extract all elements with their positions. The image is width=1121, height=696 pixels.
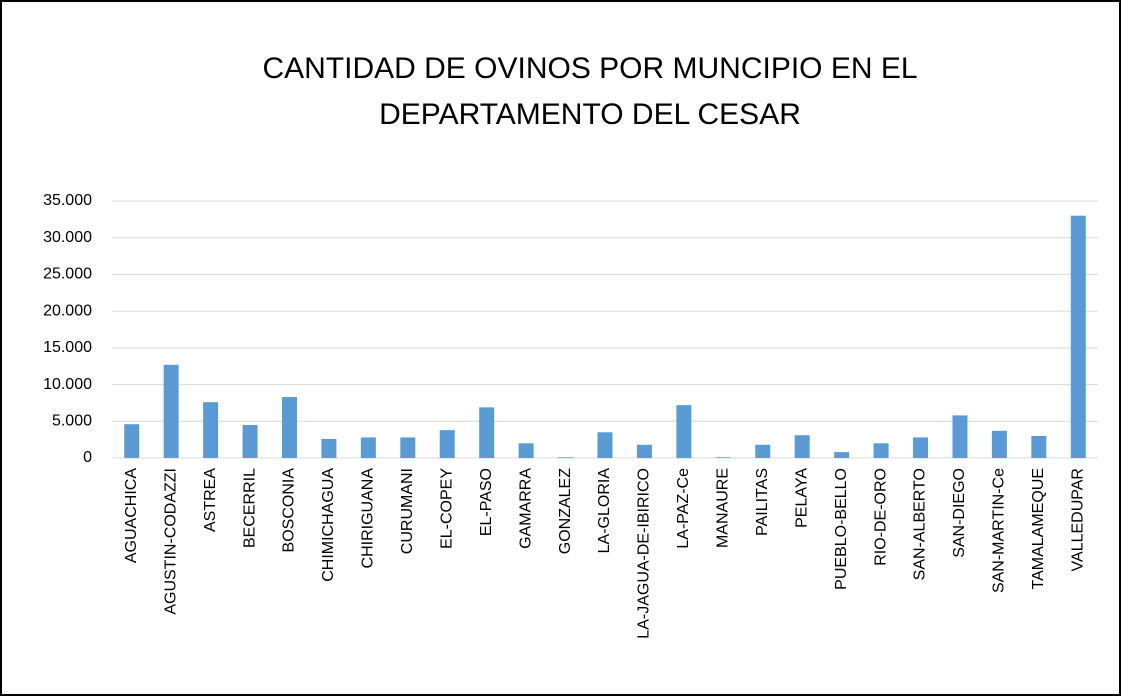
bar <box>518 443 534 458</box>
bar <box>1031 435 1047 458</box>
bar <box>1070 215 1086 458</box>
bar <box>913 437 929 458</box>
bar <box>479 407 495 458</box>
bar <box>360 437 376 458</box>
x-tick-label: SAN-ALBERTO <box>912 468 929 580</box>
x-tick-label: PUEBLO-BELLO <box>833 468 850 590</box>
x-tick-label: MANAURE <box>715 468 732 548</box>
x-tick-label: EL-COPEY <box>438 468 455 549</box>
y-tick-label: 0 <box>83 449 92 466</box>
bar <box>991 430 1007 458</box>
bar <box>203 402 219 458</box>
x-tick-label: GONZALEZ <box>557 468 574 554</box>
x-tick-label: SAN-MARTIN-Ce <box>991 468 1008 593</box>
bar <box>163 364 179 458</box>
y-tick-label: 10.000 <box>43 376 92 393</box>
x-tick-label: SAN-DIEGO <box>951 468 968 558</box>
y-tick-label: 15.000 <box>43 339 92 356</box>
x-tick-label: LA-GLORIA <box>596 468 613 554</box>
bar <box>242 424 258 458</box>
x-tick-label: EL-PASO <box>478 468 495 536</box>
bar <box>952 415 968 458</box>
x-tick-label: LA-JAGUA-DE-IBIRICO <box>636 468 653 639</box>
x-tick-label: VALLEDUPAR <box>1069 468 1086 571</box>
bar <box>124 424 140 458</box>
bar <box>755 444 771 458</box>
x-tick-label: BECERRIL <box>241 468 258 548</box>
bar <box>715 457 731 458</box>
y-tick-label: 25.000 <box>43 266 92 283</box>
x-tick-label: AGUACHICA <box>123 468 140 563</box>
bar <box>676 405 692 458</box>
bar <box>558 457 574 458</box>
x-tick-label: PELAYA <box>793 468 810 528</box>
bar <box>400 437 416 458</box>
bar <box>439 430 455 458</box>
y-tick-label: 5.000 <box>52 413 92 430</box>
y-tick-label: 20.000 <box>43 302 92 319</box>
x-tick-label: LA-PAZ-Ce <box>675 468 692 549</box>
x-tick-label: CURUMANI <box>399 468 416 554</box>
chart-title: DEPARTAMENTO DEL CESAR <box>379 98 801 131</box>
bar <box>597 432 613 458</box>
x-tick-label: ASTREA <box>202 468 219 532</box>
x-tick-label: BOSCONIA <box>281 468 298 553</box>
bar <box>321 438 337 458</box>
bar <box>794 435 810 458</box>
x-tick-label: GAMARRA <box>517 468 534 549</box>
x-tick-label: RIO-DE-ORO <box>872 468 889 566</box>
y-tick-label: 30.000 <box>43 229 92 246</box>
x-tick-label: CHIMICHAGUA <box>320 468 337 582</box>
x-tick-label: AGUSTIN-CODAZZI <box>162 468 179 615</box>
x-tick-label: TAMALAMEQUE <box>1030 468 1047 590</box>
chart-title: CANTIDAD DE OVINOS POR MUNCIPIO EN EL <box>262 52 917 85</box>
x-tick-label: CHIRIGUANA <box>360 468 377 569</box>
bar <box>281 397 297 458</box>
x-tick-label: PAILITAS <box>754 468 771 536</box>
bar <box>834 452 850 458</box>
bar <box>636 444 652 458</box>
bar <box>873 443 889 458</box>
y-tick-label: 35.000 <box>43 192 92 209</box>
